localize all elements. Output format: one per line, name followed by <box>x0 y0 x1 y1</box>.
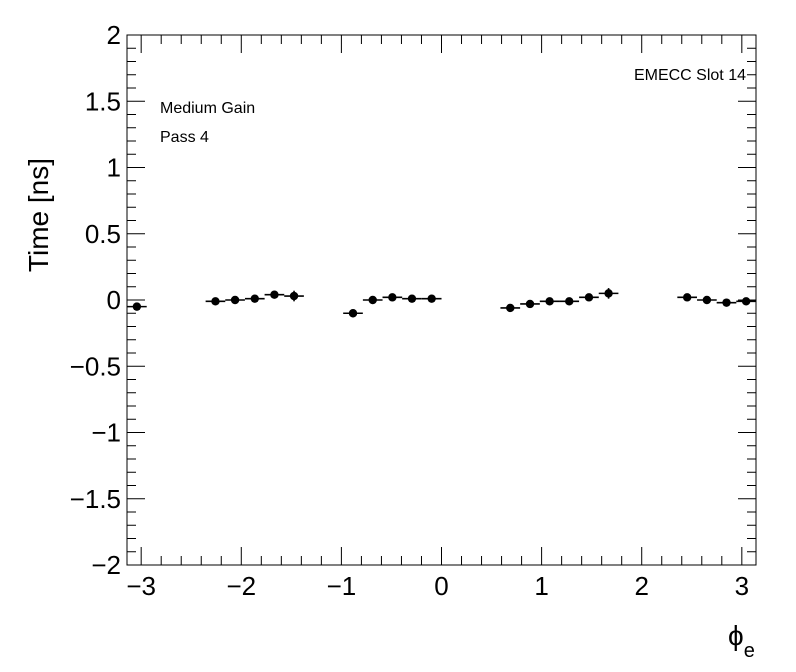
data-marker <box>368 295 377 305</box>
x-tick-labels: −3 −2 −1 0 1 2 3 <box>126 571 749 601</box>
y-tick-label: 0 <box>107 285 121 315</box>
data-point <box>559 297 580 306</box>
data-marker <box>702 295 712 305</box>
data-point <box>520 299 540 309</box>
y-tick-label: 1.5 <box>85 86 121 116</box>
data-point <box>205 297 226 306</box>
data-point <box>421 294 442 303</box>
data-point <box>500 303 521 313</box>
data-marker <box>722 298 731 307</box>
annotation-top-right: EMECC Slot 14 <box>634 67 746 84</box>
annotation-gain: Medium Gain <box>160 100 255 117</box>
data-marker <box>604 289 613 298</box>
data-point <box>284 290 304 302</box>
data-marker <box>230 295 240 305</box>
x-axis-title-main: ϕ <box>728 620 744 651</box>
data-marker <box>741 297 751 306</box>
data-point <box>539 297 560 306</box>
data-marker <box>211 297 220 306</box>
data-marker <box>250 294 259 303</box>
y-tick-label: 0.5 <box>85 219 121 249</box>
data-marker <box>388 293 397 302</box>
y-tick-label: 2 <box>107 20 121 50</box>
x-tick-label: −1 <box>327 571 357 601</box>
data-marker <box>565 297 574 306</box>
x-tick-label: −3 <box>126 571 156 601</box>
data-point <box>579 293 599 302</box>
y-tick-label: −1.5 <box>70 484 121 514</box>
data-point <box>343 309 363 318</box>
x-tick-label: 0 <box>434 571 448 601</box>
data-marker <box>348 309 358 318</box>
data-marker <box>525 299 535 309</box>
data-point <box>677 293 697 302</box>
x-tick-label: 2 <box>634 571 648 601</box>
data-marker <box>407 294 417 303</box>
data-point <box>362 295 383 305</box>
y-tick-labels: 2 1.5 1 0.5 0 −0.5 −1 −1.5 −2 <box>70 20 121 580</box>
data-marker <box>545 297 554 306</box>
data-point <box>736 297 756 306</box>
x-tick-label: 3 <box>735 571 749 601</box>
data-point <box>264 290 285 299</box>
data-point <box>716 298 737 307</box>
data-point <box>598 288 619 299</box>
x-tick-label: −2 <box>226 571 256 601</box>
data-marker <box>289 291 299 301</box>
data-marker <box>584 293 594 302</box>
data-marker <box>270 290 279 299</box>
y-tick-label: −1 <box>91 418 121 448</box>
annotation-pass: Pass 4 <box>160 129 209 146</box>
data-points <box>127 288 756 318</box>
data-point <box>697 295 717 305</box>
x-axis-title-subscript: e <box>744 640 755 662</box>
data-marker <box>682 293 692 302</box>
data-point <box>244 294 265 303</box>
tick-marks <box>127 34 756 566</box>
data-point <box>402 294 422 303</box>
data-marker <box>427 294 436 303</box>
data-point <box>382 293 403 302</box>
y-axis-title: Time [ns] <box>23 158 54 272</box>
x-axis-title: ϕe <box>728 620 755 662</box>
y-tick-label: 1 <box>107 153 121 183</box>
data-marker <box>506 303 515 313</box>
y-tick-label: −2 <box>91 550 121 580</box>
data-marker <box>132 302 142 311</box>
y-tick-label: −0.5 <box>70 351 121 381</box>
data-point <box>225 295 245 305</box>
data-point <box>127 302 147 311</box>
x-tick-label: 1 <box>534 571 548 601</box>
